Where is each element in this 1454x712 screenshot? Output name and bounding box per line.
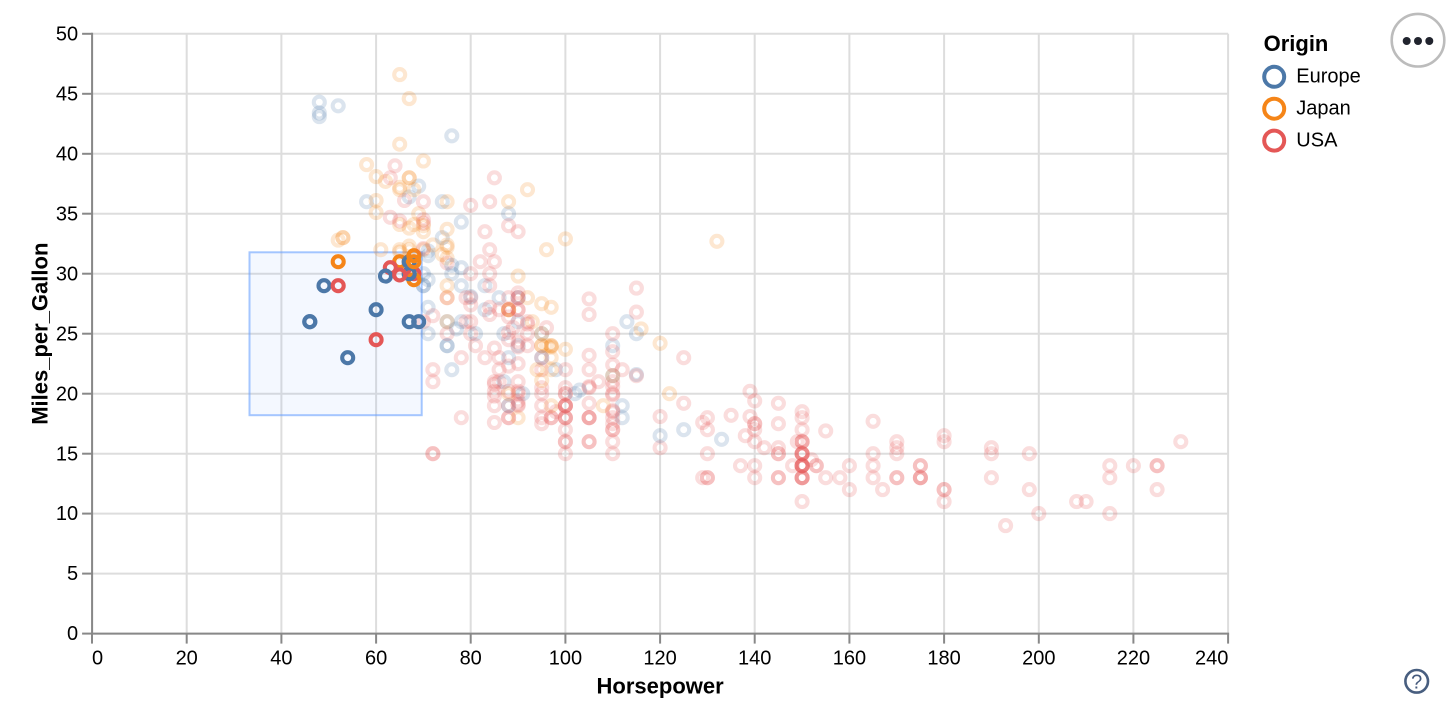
svg-text:35: 35 (56, 203, 78, 225)
svg-text:120: 120 (643, 647, 676, 669)
svg-text:45: 45 (56, 83, 78, 105)
svg-text:30: 30 (56, 263, 78, 285)
svg-text:Horsepower: Horsepower (597, 674, 725, 699)
svg-text:80: 80 (460, 647, 482, 669)
svg-text:220: 220 (1117, 647, 1150, 669)
svg-text:40: 40 (270, 647, 292, 669)
svg-text:Miles_per_Gallon: Miles_per_Gallon (28, 243, 53, 425)
svg-text:Europe: Europe (1296, 66, 1361, 88)
svg-text:200: 200 (1022, 647, 1055, 669)
svg-text:Origin: Origin (1264, 31, 1329, 56)
svg-text:100: 100 (549, 647, 582, 669)
svg-text:50: 50 (56, 23, 78, 45)
svg-text:40: 40 (56, 143, 78, 165)
svg-text:60: 60 (365, 647, 387, 669)
svg-text:0: 0 (67, 623, 78, 645)
svg-text:140: 140 (738, 647, 771, 669)
svg-text:15: 15 (56, 443, 78, 465)
svg-text:10: 10 (56, 503, 78, 525)
svg-text:25: 25 (56, 323, 78, 345)
svg-text:Japan: Japan (1296, 98, 1351, 120)
svg-text:160: 160 (833, 647, 866, 669)
svg-text:20: 20 (56, 383, 78, 405)
svg-text:20: 20 (176, 647, 198, 669)
svg-text:0: 0 (92, 647, 103, 669)
svg-text:5: 5 (67, 563, 78, 585)
svg-text:?: ? (1411, 671, 1422, 693)
svg-text:180: 180 (927, 647, 960, 669)
svg-text:USA: USA (1296, 130, 1338, 152)
svg-text:240: 240 (1195, 647, 1228, 669)
